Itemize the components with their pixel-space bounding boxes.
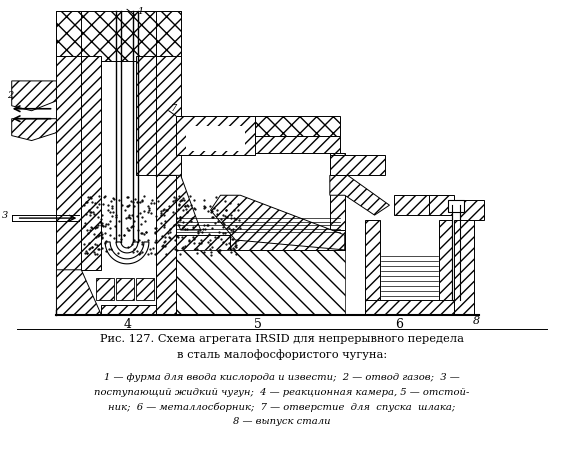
Text: 1 — фурма для ввода кислорода и извести;  2 — отвод газов;  3 —: 1 — фурма для ввода кислорода и извести;… bbox=[104, 373, 459, 382]
Polygon shape bbox=[176, 116, 255, 155]
Polygon shape bbox=[56, 11, 181, 61]
Polygon shape bbox=[448, 200, 464, 212]
Polygon shape bbox=[330, 154, 345, 230]
Polygon shape bbox=[176, 278, 194, 300]
Polygon shape bbox=[186, 126, 245, 151]
Polygon shape bbox=[156, 278, 174, 300]
Text: 5: 5 bbox=[254, 317, 262, 331]
Text: в сталь малофосфористого чугуна:: в сталь малофосфористого чугуна: bbox=[177, 349, 387, 360]
Text: ник;  6 — металлосборник;  7 — отверстие  для  спуска  шлака;: ник; 6 — металлосборник; 7 — отверстие д… bbox=[108, 402, 455, 412]
Polygon shape bbox=[395, 195, 429, 215]
Polygon shape bbox=[12, 81, 56, 111]
Text: 1: 1 bbox=[137, 7, 143, 16]
Polygon shape bbox=[96, 278, 114, 300]
Text: 8: 8 bbox=[472, 316, 480, 325]
Text: 2: 2 bbox=[7, 91, 13, 100]
Polygon shape bbox=[195, 278, 213, 300]
Polygon shape bbox=[56, 11, 81, 66]
Polygon shape bbox=[116, 242, 138, 253]
Polygon shape bbox=[176, 116, 339, 136]
Polygon shape bbox=[429, 195, 454, 215]
Polygon shape bbox=[136, 278, 154, 300]
Polygon shape bbox=[12, 119, 56, 140]
Text: 8 — выпуск стали: 8 — выпуск стали bbox=[233, 417, 330, 426]
Polygon shape bbox=[211, 195, 345, 250]
Polygon shape bbox=[459, 200, 484, 220]
Polygon shape bbox=[330, 155, 385, 175]
Polygon shape bbox=[230, 230, 345, 250]
Polygon shape bbox=[330, 175, 390, 215]
Polygon shape bbox=[156, 175, 200, 230]
Polygon shape bbox=[156, 11, 181, 66]
Polygon shape bbox=[452, 205, 460, 300]
Polygon shape bbox=[136, 56, 156, 175]
Polygon shape bbox=[365, 300, 454, 315]
Polygon shape bbox=[156, 56, 181, 180]
Polygon shape bbox=[454, 220, 474, 315]
Polygon shape bbox=[116, 278, 134, 300]
Text: 4: 4 bbox=[124, 317, 132, 331]
Polygon shape bbox=[105, 242, 149, 264]
Polygon shape bbox=[101, 305, 200, 315]
Polygon shape bbox=[156, 175, 176, 315]
Text: Рис. 127. Схема агрегата IRSID для непрерывного передела: Рис. 127. Схема агрегата IRSID для непре… bbox=[100, 334, 463, 344]
Text: 6: 6 bbox=[395, 317, 404, 331]
Polygon shape bbox=[439, 220, 454, 315]
Polygon shape bbox=[176, 235, 345, 250]
Polygon shape bbox=[81, 56, 101, 270]
Polygon shape bbox=[56, 270, 101, 315]
Polygon shape bbox=[176, 136, 339, 154]
Polygon shape bbox=[365, 220, 379, 315]
Text: поступающий жидкий чугун;  4 — реакционная камера, 5 — отстой-: поступающий жидкий чугун; 4 — реакционна… bbox=[94, 388, 470, 397]
Polygon shape bbox=[56, 56, 81, 270]
Polygon shape bbox=[176, 250, 345, 315]
Text: 7: 7 bbox=[171, 104, 177, 113]
Text: 3: 3 bbox=[2, 211, 8, 219]
